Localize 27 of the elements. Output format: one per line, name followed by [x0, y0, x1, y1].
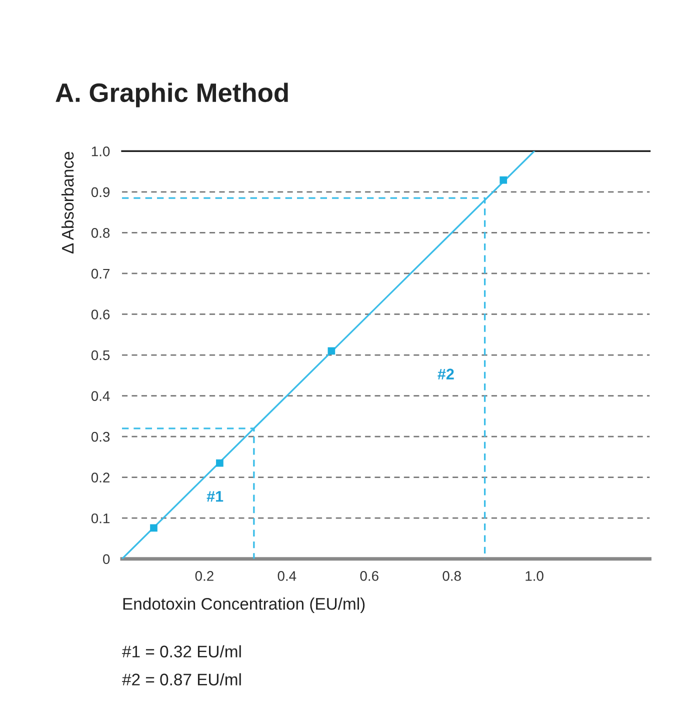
y-axis-title: Δ Absorbance: [61, 152, 74, 254]
point: [500, 176, 508, 184]
y-tick-label: 1.0: [92, 146, 110, 156]
y-tick-label: 0.3: [91, 432, 110, 442]
annotation: #2: [438, 368, 454, 380]
x-axis-title: Endotoxin Concentration (EU/ml): [123, 598, 365, 614]
x-tick-label: 0.8: [442, 571, 461, 581]
y-tick-label: 0.8: [91, 228, 110, 238]
point: [150, 524, 158, 532]
x-tick-label: 0.2: [195, 571, 214, 581]
text: #2 = 0.87 EU/ml: [122, 673, 241, 686]
point: [328, 347, 336, 355]
annotation: #1: [206, 491, 224, 502]
y-tick-label: 0.4: [91, 391, 110, 401]
x-tick-label: 1.0: [526, 571, 544, 581]
text: #1 = 0.32 EU/ml: [122, 645, 241, 658]
x-tick-label: 0.6: [360, 571, 378, 581]
y-tick-label: 0.6: [91, 310, 110, 320]
y-tick-label: 0: [103, 554, 110, 564]
y-tick-label: 0.1: [91, 513, 110, 524]
y-tick-label: 0.7: [91, 268, 110, 279]
y-tick-label: 0.2: [91, 472, 110, 483]
point: [216, 459, 224, 467]
y-tick-label: 0.5: [91, 350, 110, 360]
x-tick-label: 0.4: [278, 571, 296, 581]
y-tick-label: 0.9: [91, 187, 110, 198]
chart-title: A. Graphic Method: [56, 82, 288, 108]
